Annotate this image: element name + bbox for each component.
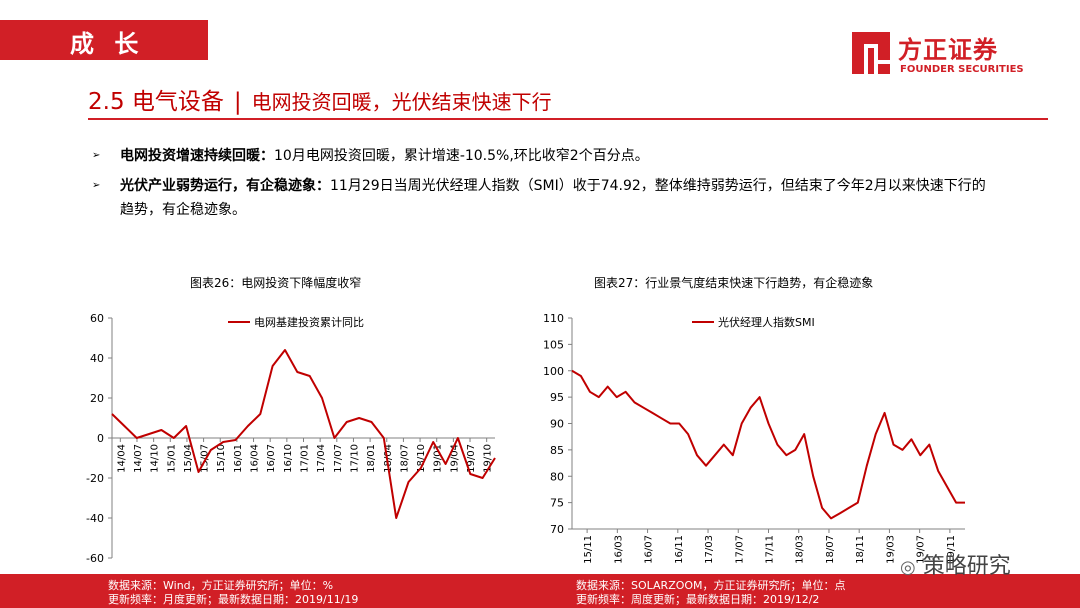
x-tick-label: 19/10 (483, 444, 494, 473)
left-source-text: 数据来源：Wind，方正证券研究所；单位：% (108, 579, 334, 592)
bullet-list: ➢ 电网投资增速持续回暖：10月电网投资回暖，累计增速-10.5%,环比收窄2个… (92, 144, 992, 228)
left-chart-caption: 图表26：电网投资下降幅度收窄 (190, 276, 362, 290)
y-tick-label: 105 (543, 338, 564, 351)
right-chart: 70 75 80 85 90 95 100 105 110 15/11 16/03 16/07 16/1… (543, 312, 965, 564)
bullet-text: 10月电网投资回暖，累计增速-10.5%,环比收窄2个百分点。 (274, 148, 649, 164)
x-tick-label: 18/01 (366, 444, 377, 473)
bullet-item: ➢ 电网投资增速持续回暖：10月电网投资回暖，累计增速-10.5%,环比收窄2个… (92, 144, 992, 168)
bullet-arrow-icon: ➢ (92, 180, 101, 191)
y-tick-label: 90 (550, 418, 564, 431)
page-title: 2.5 电气设备 | 电网投资回暖，光伏结束快速下行 (88, 82, 552, 116)
right-chart-caption: 图表27：行业景气度结束快速下行趋势，有企稳迹象 (594, 276, 874, 290)
left-chart: -60 -40 -20 0 20 40 60 14/04 14/07 14/10 15/01 15/0… (86, 312, 496, 565)
x-tick-label: 16/07 (266, 444, 277, 473)
logo-cn-text: 方正证券 (898, 36, 998, 64)
x-tick-label: 16/01 (233, 444, 244, 473)
footer-bar (0, 574, 1080, 608)
watermark-text: 策略研究 (922, 554, 1011, 579)
section-tag-label: 成 长 (70, 30, 145, 58)
x-tick-label: 19/07 (466, 444, 477, 473)
y-tick-label: 20 (90, 392, 104, 405)
x-tick-label: 18/10 (416, 444, 427, 473)
y-tick-label: 60 (90, 312, 104, 325)
y-tick-label: 75 (550, 497, 564, 510)
x-tick-label: 16/03 (613, 535, 624, 564)
wechat-icon: ◎ (900, 557, 916, 578)
series-line (571, 369, 965, 520)
bullet-item: ➢ 光伏产业弱势运行，有企稳迹象：11月29日当周光伏经理人指数（SMI）收于7… (92, 174, 992, 222)
company-logo: 方正证券 FOUNDER SECURITIES (848, 30, 1028, 78)
bullet-arrow-icon: ➢ (92, 150, 101, 161)
x-tick-label: 18/04 (383, 444, 394, 473)
x-tick-label: 17/07 (734, 535, 745, 564)
y-tick-label: 100 (543, 365, 564, 378)
x-tick-label: 19/11 (946, 535, 957, 564)
section-tag: 成 长 (0, 20, 208, 60)
title-separator: | (233, 89, 242, 115)
x-tick-label: 16/07 (644, 535, 655, 564)
bullet-heading: 电网投资增速持续回暖： (120, 148, 274, 164)
x-tick-label: 15/10 (216, 444, 227, 473)
x-tick-label: 15/01 (166, 444, 177, 473)
logo-en-text: FOUNDER SECURITIES (900, 64, 1024, 75)
x-tick-label: 19/04 (449, 444, 460, 473)
x-tick-label: 18/07 (825, 535, 836, 564)
x-tick-label: 18/11 (855, 535, 866, 564)
y-tick-label: 95 (550, 391, 564, 404)
x-tick-label: 14/10 (150, 444, 161, 473)
x-tick-label: 18/03 (795, 535, 806, 564)
x-tick-label: 18/07 (399, 444, 410, 473)
legend-label: 光伏经理人指数SMI (718, 315, 815, 329)
x-tick-label: 19/01 (433, 444, 444, 473)
y-tick-label: 40 (90, 352, 104, 365)
right-frequency-text: 更新频率：周度更新；最新数据日期：2019/12/2 (576, 593, 820, 606)
y-tick-label: -60 (86, 552, 104, 565)
x-tick-label: 17/04 (316, 444, 327, 473)
title-divider (88, 118, 1048, 120)
title-section: 2.5 电气设备 (88, 89, 224, 115)
x-tick-label: 17/03 (704, 535, 715, 564)
bullet-text: 11月29日当周光伏经理人指数（SMI）收于74.92，整体维持弱势运行，但结束… (120, 178, 986, 218)
x-tick-label: 17/01 (300, 444, 311, 473)
title-subtitle: 电网投资回暖，光伏结束快速下行 (251, 90, 552, 114)
x-tick-label: 17/11 (765, 535, 776, 564)
x-tick-label: 17/10 (349, 444, 360, 473)
x-tick-label: 19/03 (885, 535, 896, 564)
y-tick-label: -40 (86, 512, 104, 525)
x-tick-label: 16/10 (283, 444, 294, 473)
right-source-text: 数据来源：SOLARZOOM，方正证券研究所；单位：点 (576, 579, 846, 592)
y-tick-label: 85 (550, 444, 564, 457)
x-tick-label: 16/11 (674, 535, 685, 564)
x-tick-label: 14/07 (133, 444, 144, 473)
legend-label: 电网基建投资累计同比 (254, 315, 364, 329)
logo-mark-icon (852, 32, 890, 74)
x-tick-label: 14/04 (116, 444, 127, 473)
y-tick-label: 80 (550, 470, 564, 483)
watermark: ◎ 策略研究 (900, 548, 1011, 580)
left-frequency-text: 更新频率：月度更新；最新数据日期：2019/11/19 (108, 593, 359, 606)
x-tick-label: 15/11 (583, 535, 594, 564)
series-line (111, 349, 496, 519)
y-tick-label: 70 (550, 523, 564, 536)
y-tick-label: -20 (86, 472, 104, 485)
y-tick-label: 110 (543, 312, 564, 325)
x-tick-label: 17/07 (333, 444, 344, 473)
y-tick-label: 0 (97, 432, 104, 445)
x-tick-label: 15/04 (183, 444, 194, 473)
bullet-heading: 光伏产业弱势运行，有企稳迹象： (120, 178, 330, 194)
x-tick-label: 16/04 (250, 444, 261, 473)
x-tick-label: 19/07 (916, 535, 927, 564)
